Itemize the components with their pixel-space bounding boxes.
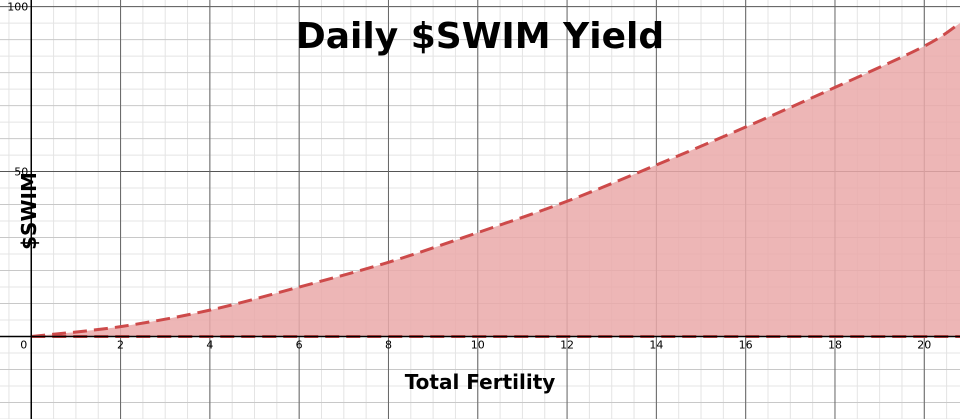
- x-tick-label: 16: [739, 339, 753, 352]
- y-tick-label: 50: [14, 166, 28, 179]
- x-tick-label: 12: [560, 339, 574, 352]
- x-tick-label: 4: [206, 339, 213, 352]
- tick-labels: 0 2 4 6 8 10 12 14 16 18 20 50 100: [7, 1, 931, 352]
- x-axis-label: Total Fertility: [404, 370, 556, 394]
- area-layer: [31, 21, 960, 339]
- x-tick-label: 8: [385, 339, 392, 352]
- x-tick-label: 0: [20, 339, 27, 352]
- series-line: [31, 21, 960, 339]
- x-tick-label: 2: [117, 339, 124, 352]
- x-tick-label: 14: [649, 339, 663, 352]
- x-tick-label: 6: [296, 339, 303, 352]
- area-fill: [31, 23, 960, 337]
- x-tick-label: 20: [917, 339, 931, 352]
- x-tick-label: 18: [828, 339, 842, 352]
- y-axis-label: $SWIM: [17, 172, 41, 250]
- y-tick-label: 100: [7, 1, 28, 14]
- x-tick-label: 10: [471, 339, 485, 352]
